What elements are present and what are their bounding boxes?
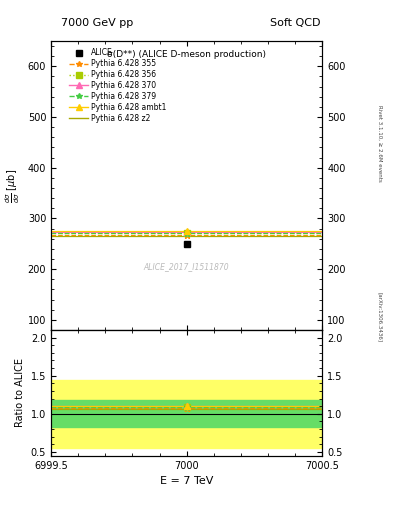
Text: Rivet 3.1.10, ≥ 2.6M events: Rivet 3.1.10, ≥ 2.6M events xyxy=(377,105,382,182)
Text: [arXiv:1306.3436]: [arXiv:1306.3436] xyxy=(377,292,382,343)
X-axis label: E = 7 TeV: E = 7 TeV xyxy=(160,476,213,486)
Y-axis label: $\frac{d\sigma}{d\sigma}$ [$\mu$b]: $\frac{d\sigma}{d\sigma}$ [$\mu$b] xyxy=(4,168,22,203)
Text: 7000 GeV pp: 7000 GeV pp xyxy=(61,18,133,28)
Y-axis label: Ratio to ALICE: Ratio to ALICE xyxy=(15,358,25,428)
Legend: ALICE, Pythia 6.428 355, Pythia 6.428 356, Pythia 6.428 370, Pythia 6.428 379, P: ALICE, Pythia 6.428 355, Pythia 6.428 35… xyxy=(68,48,167,124)
Text: ALICE_2017_I1511870: ALICE_2017_I1511870 xyxy=(144,262,230,271)
Text: σ(D**) (ALICE D-meson production): σ(D**) (ALICE D-meson production) xyxy=(107,50,266,59)
Text: Soft QCD: Soft QCD xyxy=(270,18,320,28)
